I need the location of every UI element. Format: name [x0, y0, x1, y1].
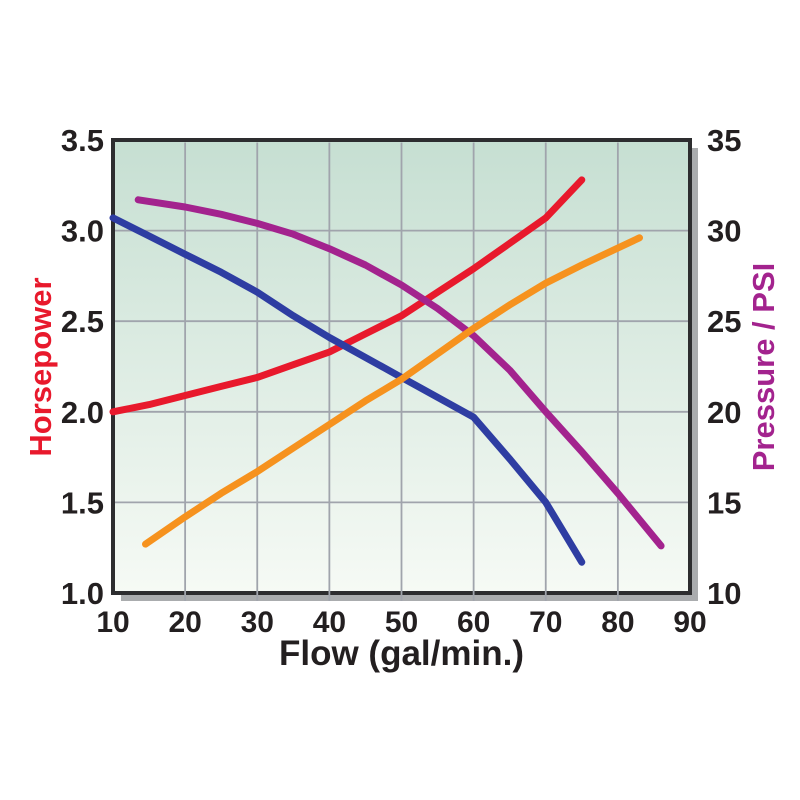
x-tick-label: 90	[673, 606, 706, 639]
y-right-tick-label: 30	[707, 214, 741, 249]
y-left-tick-label: 3.0	[61, 214, 104, 249]
y-left-tick-label: 1.0	[61, 576, 104, 611]
x-tick-label: 60	[457, 606, 490, 639]
y-right-tick-label: 15	[707, 485, 741, 520]
y-right-tick-label: 20	[707, 395, 741, 430]
x-tick-label: 30	[241, 606, 274, 639]
y-left-tick-label: 2.5	[61, 304, 104, 339]
x-axis-title: Flow (gal/min.)	[279, 634, 524, 673]
x-tick-label: 50	[385, 606, 418, 639]
x-tick-label: 40	[313, 606, 346, 639]
y-left-tick-label: 1.5	[61, 485, 104, 520]
series-horsepower-red-line	[109, 176, 586, 416]
y-right-tick-label: 10	[707, 576, 741, 611]
y-left-tick-label: 2.0	[61, 395, 104, 430]
x-tick-label: 70	[529, 606, 562, 639]
x-tick-label: 20	[168, 606, 201, 639]
left-axis-title: Horsepower	[23, 277, 58, 457]
series-curve-blue-line	[109, 214, 586, 566]
series-pressure-purple-line	[134, 196, 665, 550]
x-tick-label: 10	[96, 606, 129, 639]
y-right-tick-label: 25	[707, 304, 741, 339]
right-axis-title: Pressure / PSI	[746, 262, 781, 472]
x-tick-label: 80	[601, 606, 634, 639]
y-left-tick-label: 3.5	[61, 123, 104, 158]
series-curve-orange-line	[142, 234, 643, 548]
y-right-tick-label: 35	[707, 123, 741, 158]
